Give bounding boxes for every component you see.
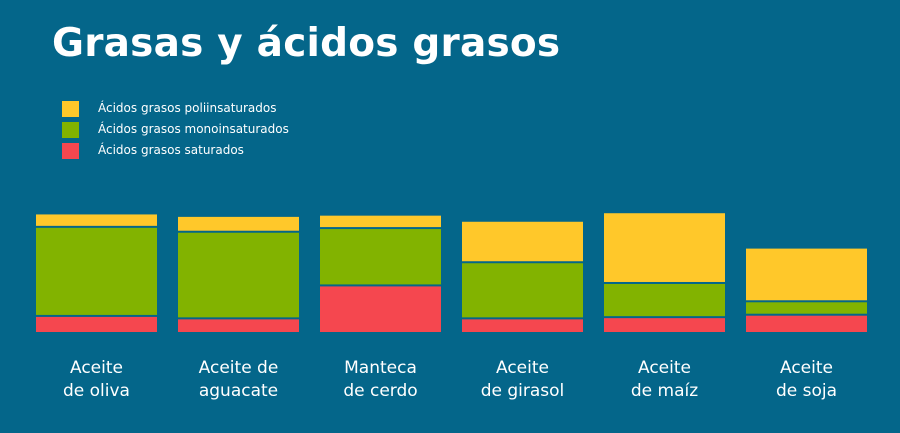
legend-label-monounsaturated: Ácidos grasos monoinsaturados <box>98 122 289 136</box>
bar-6-polyunsaturated <box>746 248 867 301</box>
category-label-1: Aceite de oliva <box>63 358 130 401</box>
bar-5-saturated <box>604 318 725 332</box>
category-label-line: de cerdo <box>343 381 417 401</box>
category-label-3: Manteca de cerdo <box>343 358 417 401</box>
bar-6-monounsaturated <box>746 302 867 314</box>
legend-swatch-polyunsaturated <box>62 101 79 117</box>
category-label-6: Aceite de soja <box>776 358 837 401</box>
category-label-line: Aceite <box>780 358 833 378</box>
bar-1-monounsaturated <box>36 227 157 315</box>
bar-2-saturated <box>178 319 299 332</box>
category-label-line: de soja <box>776 381 837 401</box>
category-label-4: Aceite de girasol <box>481 358 565 401</box>
category-label-line: de maíz <box>631 381 698 401</box>
bar-4-polyunsaturated <box>462 221 583 262</box>
category-label-2: Aceite de aguacate <box>199 358 279 401</box>
bar-1-polyunsaturated <box>36 214 157 226</box>
legend-label-saturated: Ácidos grasos saturados <box>98 143 244 157</box>
category-label-line: de oliva <box>63 381 130 401</box>
category-label-line: Aceite <box>70 358 123 378</box>
bar-1-saturated <box>36 316 157 332</box>
category-label-line: de girasol <box>481 381 565 401</box>
legend-swatch-monounsaturated <box>62 122 79 138</box>
category-label-line: Aceite <box>496 358 549 378</box>
page-title: Grasas y ácidos grasos <box>52 21 561 66</box>
bar-6-saturated <box>746 315 867 332</box>
category-label-line: Aceite <box>638 358 691 378</box>
bar-5-monounsaturated <box>604 283 725 317</box>
category-label-line: Manteca <box>344 358 417 378</box>
category-label-line: aguacate <box>199 381 278 401</box>
legend-label-polyunsaturated: Ácidos grasos poliinsaturados <box>98 101 277 115</box>
legend-swatch-saturated <box>62 143 79 159</box>
category-label-line: Aceite de <box>199 358 279 378</box>
bar-2-polyunsaturated <box>178 216 299 231</box>
bar-3-saturated <box>320 286 441 332</box>
bar-3-polyunsaturated <box>320 215 441 228</box>
category-label-5: Aceite de maíz <box>631 358 698 401</box>
bar-4-saturated <box>462 319 583 332</box>
bar-3-monounsaturated <box>320 229 441 285</box>
bar-4-monounsaturated <box>462 263 583 318</box>
bar-5-polyunsaturated <box>604 213 725 282</box>
bar-2-monounsaturated <box>178 232 299 318</box>
